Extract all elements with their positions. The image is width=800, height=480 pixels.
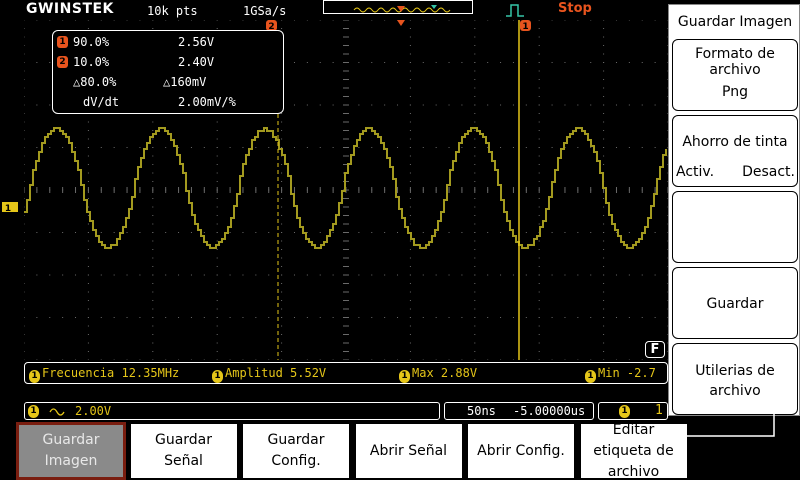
ch1-icon: 1 [585,370,596,383]
ink-saver-off: Desact. [742,164,795,180]
side-menu: Guardar Imagen Formato de archivo Png Ah… [668,4,800,416]
bottom-softkey-1[interactable]: Guardar Imagen [16,422,126,480]
ink-saver-button[interactable]: Ahorro de tinta Activ. Desact. [672,115,798,187]
measurement-frequency: 1 Frecuencia 12.35MHz [29,366,179,383]
slope-label: dV/dt [83,95,119,109]
ch1-icon: 1 [29,370,40,383]
file-utilities-button[interactable]: Utilerias de archivo [672,343,798,415]
cursor-2-voltage: 2.40V [178,55,214,69]
channel-1-label: 1 [5,204,11,214]
cursor-1-label: 1 [522,22,528,32]
function-key-badge[interactable]: F [645,341,665,358]
trigger-info[interactable]: 1 1 [598,402,668,420]
info-bar: 1 2.00V 50ns -5.00000us 1 1 [24,402,668,420]
ch1-icon: 1 [212,370,223,383]
format-value: Png [673,84,797,100]
ch1-icon: 1 [28,405,39,418]
menu-connector [660,414,780,438]
cursor-1-percent: 90.0% [73,35,109,49]
measurement-bar: 1 Frecuencia 12.35MHz 1 Amplitud 5.52V 1 Ma… [24,362,668,384]
timebase-info[interactable]: 50ns -5.00000us [444,402,594,420]
bottom-softkey-4[interactable]: Abrir Señal [354,422,464,480]
cursor-2-badge: 2 [57,56,68,68]
ink-saver-label: Ahorro de tinta [673,134,797,150]
channel-1-scale: 2.00V [75,404,111,418]
ink-saver-on: Activ. [676,164,714,180]
bottom-softkey-3[interactable]: Guardar Config. [241,422,351,480]
blank-softkey[interactable] [672,191,798,263]
side-menu-title: Guardar Imagen [669,5,800,39]
measurement-min: 1 Min -2.7 [585,366,656,383]
bottom-softkey-5[interactable]: Abrir Config. [466,422,576,480]
cursor-2-percent: 10.0% [73,55,109,69]
delta-voltage: △160mV [163,75,206,89]
measurement-max: 1 Max 2.88V [399,366,477,383]
cursor-1-voltage: 2.56V [178,35,214,49]
measurement-amplitude: 1 Amplitud 5.52V [212,366,326,383]
horizontal-offset: -5.00000us [513,404,585,418]
trigger-position-marker [397,20,405,26]
slope-value: 2.00mV/% [178,95,236,109]
cursor-1-badge: 1 [57,36,68,48]
delta-percent: △80.0% [73,75,116,89]
channel-1-info[interactable]: 1 2.00V [24,402,440,420]
timebase-value: 50ns [467,404,496,418]
bottom-softkey-2[interactable]: Guardar Señal [129,422,239,480]
save-button[interactable]: Guardar [672,267,798,339]
ch1-icon: 1 [619,405,630,418]
ac-coupling-icon [49,407,65,417]
format-label: Formato de archivo [673,46,797,78]
format-button[interactable]: Formato de archivo Png [672,39,798,111]
ch1-icon: 1 [399,370,410,383]
cursor-readout: 1 90.0% 2.56V 2 10.0% 2.40V △80.0% △160m… [52,30,284,114]
